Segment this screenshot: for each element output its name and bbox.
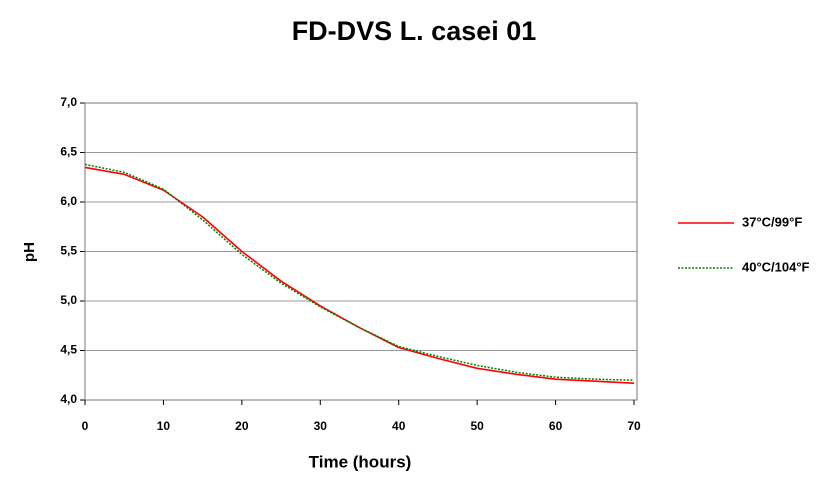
x-tick-label: 10 xyxy=(157,419,171,433)
x-tick-label: 40 xyxy=(392,419,406,433)
y-tick-label: 6,0 xyxy=(60,194,77,208)
y-tick-label: 4,5 xyxy=(60,343,77,357)
data-line xyxy=(84,163,635,381)
x-tick-label: 30 xyxy=(314,419,328,433)
chart-title: FD-DVS L. casei 01 xyxy=(292,16,537,46)
y-tick-label: 5,5 xyxy=(60,244,77,258)
legend-label: 40°C/104°F xyxy=(742,259,810,274)
x-axis-label: Time (hours) xyxy=(309,452,412,471)
x-tick-label: 60 xyxy=(549,419,563,433)
plot-frame xyxy=(84,102,638,401)
y-tick-label: 7,0 xyxy=(60,95,77,109)
x-tick-label: 50 xyxy=(470,419,484,433)
y-axis-label: pH xyxy=(21,242,38,262)
legend-label: 37°C/99°F xyxy=(742,214,802,229)
x-tick-label: 0 xyxy=(82,419,89,433)
x-tick-label: 20 xyxy=(235,419,249,433)
x-tick-label: 70 xyxy=(627,419,641,433)
y-tick-label: 5,0 xyxy=(60,293,77,307)
y-tick-label: 4,0 xyxy=(60,392,77,406)
y-tick-label: 6,5 xyxy=(60,145,77,159)
